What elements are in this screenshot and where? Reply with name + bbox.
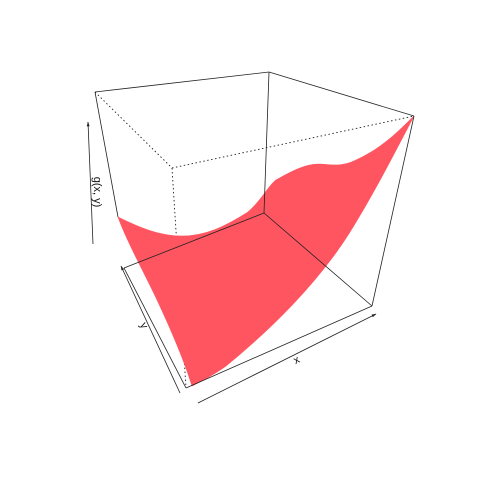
y-axis-arrow bbox=[120, 265, 181, 394]
x-axis-label: x bbox=[292, 353, 303, 366]
z-axis-arrow bbox=[86, 121, 94, 245]
box-visible-edges bbox=[94, 71, 415, 389]
edge-floor-front-right bbox=[185, 305, 373, 389]
z-axis-label: g(x, y) bbox=[91, 177, 103, 208]
edge-floor-back-right bbox=[263, 212, 373, 307]
edge-floor-back-left bbox=[123, 212, 265, 269]
edge-floor-front-left bbox=[123, 267, 187, 389]
edge-left-vertical bbox=[94, 91, 119, 218]
y-axis-label: y bbox=[137, 321, 150, 332]
axes bbox=[86, 121, 377, 404]
edge-back-vertical bbox=[263, 71, 270, 214]
edge-right-vertical bbox=[371, 115, 415, 307]
edge-top-front bbox=[94, 71, 270, 93]
hidden-edge-vertical-back bbox=[171, 167, 187, 389]
hidden-edge-top-back bbox=[171, 115, 415, 169]
box-hidden-edges bbox=[94, 91, 415, 389]
x-axis-arrow bbox=[197, 313, 377, 404]
edge-top-right bbox=[268, 71, 415, 117]
